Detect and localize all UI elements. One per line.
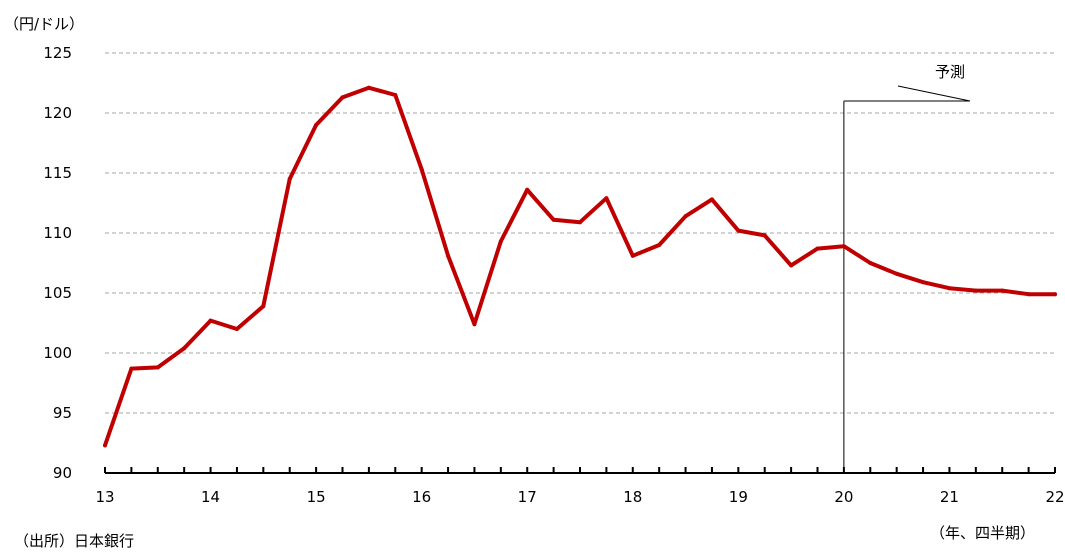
y-tick-label: 105	[43, 284, 72, 302]
gridlines	[105, 52, 1055, 414]
y-tick-label: 115	[43, 164, 72, 182]
x-tick-label: 13	[95, 488, 114, 506]
data-point	[472, 322, 477, 327]
data-point	[155, 365, 160, 370]
data-point	[578, 220, 582, 225]
data-point	[208, 318, 213, 323]
y-tick-label: 95	[53, 404, 72, 422]
y-tick-label: 110	[43, 224, 72, 242]
data-point	[340, 95, 345, 100]
y-tick-label: 125	[43, 44, 72, 62]
data-point	[366, 85, 371, 90]
data-point	[287, 177, 292, 181]
x-tick-label: 22	[1045, 488, 1064, 506]
x-tick-label: 20	[834, 488, 853, 506]
data-point	[947, 286, 952, 291]
data-point	[683, 214, 688, 219]
data-point	[525, 187, 530, 192]
data-point	[314, 123, 319, 127]
x-tick-label: 21	[940, 488, 959, 506]
data-point	[736, 228, 741, 233]
data-point	[103, 443, 107, 448]
y-tick-label: 100	[43, 344, 72, 362]
y-tick-label: 120	[43, 104, 72, 122]
forecast-pointer-line	[897, 85, 971, 102]
data-point	[789, 263, 794, 268]
data-point	[604, 196, 609, 201]
data-point	[894, 271, 899, 276]
data-point	[234, 327, 239, 331]
data-point	[1053, 292, 1057, 297]
source-note: （出所）日本銀行	[14, 532, 135, 550]
data-point	[551, 217, 556, 222]
forecast-label: 予測	[935, 63, 965, 81]
data-point	[419, 167, 424, 172]
x-tick-label: 14	[201, 488, 220, 506]
data-point	[1026, 292, 1031, 297]
x-tick-label: 18	[623, 488, 642, 506]
data-point	[129, 366, 134, 371]
data-point	[709, 197, 714, 202]
data-point	[393, 93, 398, 97]
data-point	[446, 253, 451, 258]
series-line	[103, 85, 1057, 448]
y-axis-unit-label: （円/ドル）	[4, 15, 85, 33]
y-tick-labels: 90 95 100 105 110 115 120 125	[43, 44, 72, 482]
x-tick-label: 17	[518, 488, 537, 506]
data-point	[815, 246, 820, 251]
data-point	[973, 288, 978, 293]
data-point	[182, 346, 187, 351]
series-group	[103, 85, 1057, 448]
data-point	[630, 253, 635, 258]
forecast-marker: 予測	[843, 63, 971, 473]
data-point	[921, 280, 926, 285]
x-tick-label: 19	[729, 488, 748, 506]
x-axis: 13 14 15 16 17 18 19 20 21 22	[95, 467, 1065, 506]
x-tick-label: 15	[307, 488, 326, 506]
data-point	[498, 239, 503, 244]
data-point	[762, 233, 767, 238]
x-axis-unit-label: （年、四半期）	[930, 524, 1036, 542]
x-tick-label: 16	[412, 488, 431, 506]
data-point	[1000, 288, 1005, 293]
data-point	[868, 261, 873, 265]
y-tick-label: 90	[53, 464, 72, 482]
data-point	[657, 243, 662, 247]
data-point	[261, 304, 266, 309]
data-point	[841, 244, 846, 249]
